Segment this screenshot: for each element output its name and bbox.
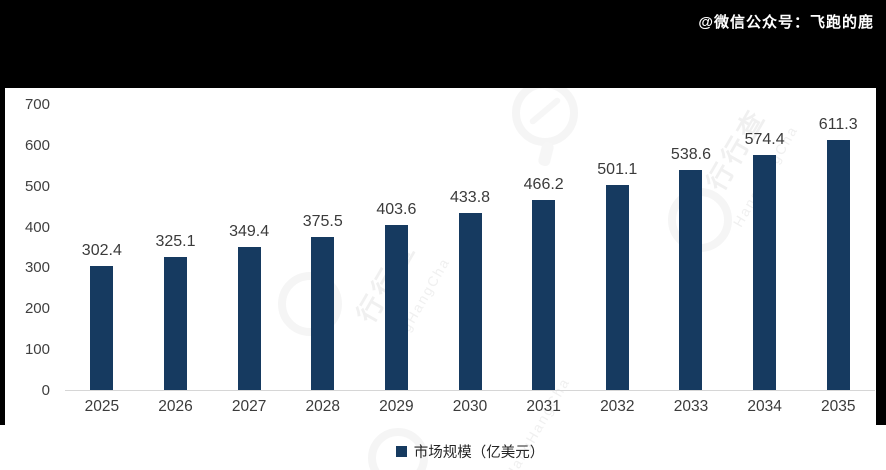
bar-value-label: 375.5 [302,212,343,230]
x-tick-label: 2030 [452,398,488,415]
bar [605,185,629,390]
bar [532,199,556,390]
x-tick-label: 2033 [673,398,709,415]
left-black-edge [0,0,5,425]
x-axis: 2025 2026 2027 2028 2029 2030 2031 2032 2033 2034… [65,398,875,416]
x-tick-label: 2026 [158,398,193,415]
bar-value-label: 574.4 [744,131,785,149]
bar-slot: 611.3 [801,100,875,390]
bar-value-label: 302.4 [81,242,122,260]
watermark-logo-icon [368,428,428,470]
bar-value-label: 538.6 [670,145,711,163]
bar [826,140,850,390]
x-tick-label: 2027 [231,398,267,415]
watermark-logo-icon [278,272,342,336]
y-tick-label: 700 [24,96,50,113]
bar-value-label: 349.4 [229,223,270,241]
legend-swatch-icon [395,445,407,457]
bar [384,225,408,390]
bar-value-label: 433.8 [450,188,491,206]
x-tick-label: 2034 [747,398,782,415]
bar-slot: 501.1 [580,100,654,390]
y-tick-label: 200 [24,300,50,318]
y-tick-label: 500 [24,177,50,195]
x-tick-label: 2029 [379,398,414,415]
bar-slot: 349.4 [212,100,286,390]
right-black-edge [876,0,886,425]
y-tick-label: 600 [24,136,50,154]
bar-slot: 574.4 [728,100,802,390]
bar [237,247,261,390]
bar [163,257,187,390]
bar-value-label: 611.3 [818,116,858,134]
y-tick-label: 300 [24,259,50,277]
credit-text: @微信公众号：飞跑的鹿 [698,14,874,31]
bar-slot: 403.6 [360,100,434,390]
y-tick-label: 0 [41,382,50,399]
plot-area: 302.4 325.1 349.4 375.5 403.6 433.8 466.2 501.1… [65,100,875,391]
bar [753,155,777,390]
bar-value-label: 403.6 [376,201,417,219]
legend: 市场规模（亿美元） [65,441,875,461]
bar-slot: 466.2 [507,100,581,390]
bar-slot: 375.5 [286,100,360,390]
bar-value-label: 501.1 [597,161,638,179]
bar-value-label: 325.1 [155,233,196,251]
y-tick-label: 400 [24,218,50,236]
y-tick-label: 100 [24,341,50,359]
bar [90,266,114,390]
legend-label: 市场规模（亿美元） [413,444,545,461]
bar-slot: 538.6 [654,100,728,390]
x-tick-label: 2031 [526,398,561,415]
bar-slot: 302.4 [65,100,139,390]
bar-slot: 433.8 [433,100,507,390]
x-tick-label: 2032 [600,398,635,415]
bar-value-label: 466.2 [523,175,564,193]
x-tick-label: 2025 [84,398,120,415]
x-tick-label: 2035 [820,398,856,415]
top-black-bar: @微信公众号：飞跑的鹿 [0,0,886,88]
bar [311,236,335,390]
bar [458,212,482,390]
x-tick-label: 2028 [305,398,340,415]
bar-slot: 325.1 [139,100,213,390]
bar [679,169,703,390]
